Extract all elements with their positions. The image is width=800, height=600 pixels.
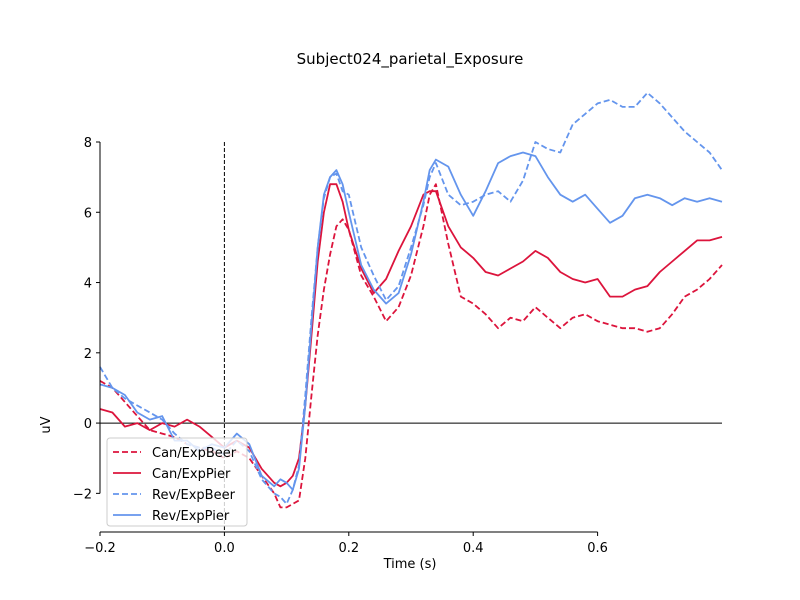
x-tick-label: 0.6 bbox=[587, 541, 608, 556]
legend-label: Rev/ExpPier bbox=[152, 509, 230, 524]
y-tick-label: 4 bbox=[84, 277, 92, 292]
legend-label: Rev/ExpBeer bbox=[152, 488, 236, 503]
x-tick-label: 0.0 bbox=[214, 541, 235, 556]
legend-label: Can/ExpPier bbox=[152, 467, 231, 482]
y-tick-label: 8 bbox=[84, 136, 92, 151]
x-axis-label: Time (s) bbox=[383, 557, 437, 572]
legend: Can/ExpBeer Can/ExpPier Rev/ExpBeer Rev/Exp… bbox=[106, 437, 248, 527]
x-tick-label: 0.4 bbox=[463, 541, 484, 556]
y-axis-label: uV bbox=[39, 416, 54, 433]
y-tick-label: 0 bbox=[84, 417, 92, 432]
chart-title: Subject024_parietal_Exposure bbox=[297, 50, 524, 69]
y-tick-label: 2 bbox=[84, 347, 92, 362]
legend-label: Can/ExpBeer bbox=[152, 446, 237, 461]
series-line-can-expbeer bbox=[99, 183, 723, 509]
legend-box bbox=[106, 437, 248, 527]
x-tick-label: −0.2 bbox=[84, 541, 116, 556]
y-tick-label: 6 bbox=[84, 206, 92, 221]
axes: −2 0 2 4 6 8 −0.2 0.0 0.2 0.4 0.6 bbox=[73, 136, 608, 556]
series-line-rev-expbeer bbox=[99, 91, 723, 505]
y-tick-label: −2 bbox=[73, 487, 92, 502]
x-tick-label: 0.2 bbox=[338, 541, 359, 556]
